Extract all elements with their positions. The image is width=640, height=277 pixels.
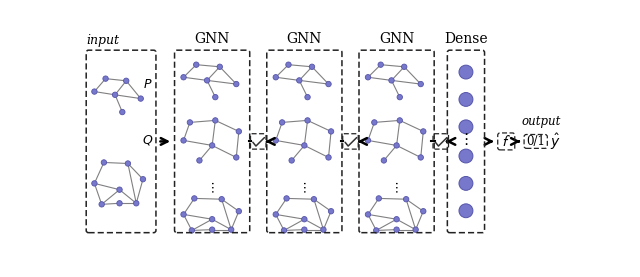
Circle shape — [328, 129, 334, 134]
Circle shape — [273, 75, 278, 80]
Circle shape — [394, 227, 399, 232]
Text: Dense: Dense — [444, 32, 488, 46]
Text: ⋮: ⋮ — [458, 132, 474, 147]
Circle shape — [365, 138, 371, 143]
Circle shape — [204, 78, 210, 83]
Text: GNN: GNN — [195, 32, 230, 46]
Circle shape — [326, 155, 332, 160]
Circle shape — [301, 227, 307, 232]
Circle shape — [459, 65, 473, 79]
Text: GNN: GNN — [379, 32, 414, 46]
Circle shape — [103, 76, 108, 81]
Circle shape — [459, 149, 473, 163]
Circle shape — [326, 81, 332, 87]
Text: ⋯: ⋯ — [390, 179, 403, 192]
Circle shape — [191, 196, 197, 201]
Circle shape — [219, 196, 225, 202]
Circle shape — [212, 118, 218, 123]
Circle shape — [321, 227, 326, 232]
Circle shape — [459, 176, 473, 190]
Circle shape — [236, 209, 241, 214]
Circle shape — [228, 227, 234, 232]
Circle shape — [113, 92, 118, 98]
Circle shape — [305, 118, 310, 123]
Circle shape — [117, 201, 122, 206]
Circle shape — [187, 120, 193, 125]
Circle shape — [305, 94, 310, 100]
Circle shape — [459, 204, 473, 218]
Circle shape — [378, 62, 383, 67]
Circle shape — [388, 78, 394, 83]
Text: input: input — [87, 34, 120, 47]
Text: $\mathcal{f}$: $\mathcal{f}$ — [501, 134, 511, 149]
Circle shape — [286, 62, 291, 67]
Circle shape — [140, 176, 146, 182]
Circle shape — [209, 143, 215, 148]
Circle shape — [92, 89, 97, 94]
Circle shape — [134, 201, 139, 206]
Circle shape — [309, 64, 315, 70]
Circle shape — [397, 118, 403, 123]
Circle shape — [99, 202, 104, 207]
Circle shape — [181, 75, 186, 80]
Circle shape — [125, 161, 131, 166]
Circle shape — [212, 94, 218, 100]
Circle shape — [394, 217, 399, 222]
Circle shape — [413, 227, 419, 232]
Circle shape — [193, 62, 199, 67]
Circle shape — [328, 209, 334, 214]
Circle shape — [374, 228, 379, 233]
Text: ⋯: ⋯ — [298, 179, 311, 192]
Circle shape — [403, 196, 409, 202]
Circle shape — [280, 120, 285, 125]
Circle shape — [138, 96, 143, 101]
Circle shape — [101, 160, 107, 165]
Circle shape — [181, 138, 186, 143]
Text: ⋯: ⋯ — [205, 179, 219, 192]
Circle shape — [273, 212, 278, 217]
Circle shape — [117, 187, 122, 192]
Circle shape — [234, 81, 239, 87]
Circle shape — [397, 94, 403, 100]
Circle shape — [401, 64, 407, 70]
Circle shape — [418, 155, 424, 160]
Circle shape — [181, 212, 186, 217]
Circle shape — [381, 158, 387, 163]
Circle shape — [301, 143, 307, 148]
Text: $\hat{y}$: $\hat{y}$ — [550, 131, 561, 152]
Circle shape — [92, 181, 97, 186]
Circle shape — [365, 212, 371, 217]
Circle shape — [120, 109, 125, 115]
Circle shape — [209, 217, 215, 222]
Circle shape — [282, 228, 287, 233]
Text: $Q$: $Q$ — [141, 133, 153, 147]
Text: GNN: GNN — [287, 32, 322, 46]
Circle shape — [376, 196, 381, 201]
Circle shape — [394, 143, 399, 148]
Circle shape — [420, 129, 426, 134]
Circle shape — [236, 129, 241, 134]
Circle shape — [372, 120, 377, 125]
Circle shape — [284, 196, 289, 201]
Circle shape — [420, 209, 426, 214]
Text: $P$: $P$ — [143, 78, 153, 91]
Circle shape — [209, 227, 215, 232]
Circle shape — [459, 120, 473, 134]
Text: 0/1: 0/1 — [526, 135, 545, 148]
Circle shape — [296, 78, 302, 83]
Circle shape — [311, 196, 317, 202]
Circle shape — [365, 75, 371, 80]
Circle shape — [418, 81, 424, 87]
Circle shape — [289, 158, 294, 163]
Circle shape — [196, 158, 202, 163]
Circle shape — [273, 138, 278, 143]
Circle shape — [189, 228, 195, 233]
Circle shape — [124, 78, 129, 83]
Circle shape — [217, 64, 223, 70]
Circle shape — [301, 217, 307, 222]
Circle shape — [234, 155, 239, 160]
Circle shape — [459, 93, 473, 106]
Text: output: output — [522, 115, 561, 128]
